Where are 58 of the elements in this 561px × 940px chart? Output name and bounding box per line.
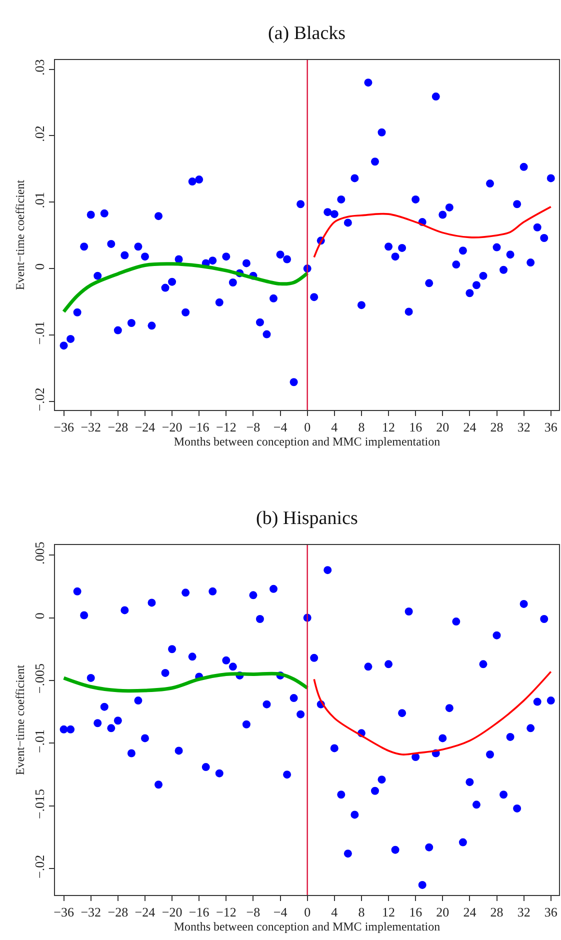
x-tick-label: −24 [134, 904, 156, 920]
x-tick-label: −20 [162, 420, 182, 435]
x-tick-label: 32 [517, 420, 530, 435]
chart-title: (a) Blacks [268, 23, 346, 44]
x-tick-label: 36 [544, 904, 558, 920]
x-tick-label: 24 [463, 420, 477, 435]
y-tick-label: −.02 [32, 388, 47, 412]
y-tick-label: .02 [32, 126, 47, 142]
line-series [62, 672, 310, 693]
x-tick-label: −8 [246, 904, 260, 920]
y-tick-label: −.02 [32, 854, 47, 879]
x-tick-label: −36 [54, 420, 74, 435]
x-tick-label: −16 [188, 904, 210, 920]
x-tick-label: −28 [108, 904, 128, 920]
x-tick-label: 36 [544, 420, 558, 435]
x-axis-title: Months between conception and MMC implementation [174, 920, 440, 934]
x-tick-label: 24 [463, 904, 477, 920]
x-tick-label: −12 [216, 420, 236, 435]
y-tick-label: .005 [32, 542, 47, 564]
x-tick-label: −20 [162, 904, 182, 920]
x-tick-label: −16 [188, 420, 210, 435]
y-tick-label: 0 [32, 612, 47, 620]
x-tick-label: 8 [358, 904, 365, 920]
x-tick-label: −32 [80, 420, 102, 435]
y-tick-label: −.01 [32, 729, 47, 754]
line-series [313, 206, 552, 258]
x-tick-label: −28 [108, 420, 128, 435]
x-tick-label: 8 [358, 420, 365, 435]
y-tick-label: −.01 [32, 321, 47, 345]
x-tick-label: 20 [436, 420, 450, 435]
x-tick-label: −4 [273, 420, 288, 435]
x-tick-label: 4 [331, 420, 338, 435]
x-tick-label: −4 [273, 904, 288, 920]
y-tick-label: .03 [32, 59, 47, 76]
y-tick-label: .01 [32, 192, 47, 208]
y-axis-title: Event−time coefficient [13, 664, 28, 776]
x-tick-label: 4 [331, 904, 338, 920]
x-tick-label: 12 [382, 420, 396, 435]
x-tick-label: −32 [80, 904, 102, 920]
x-tick-label: −8 [246, 420, 260, 435]
x-tick-label: 32 [517, 904, 530, 920]
chart-title: (b) Hispanics [256, 508, 358, 529]
x-tick-label: 28 [490, 904, 504, 920]
x-tick-label: 16 [409, 420, 423, 435]
y-tick-label: 0 [32, 263, 47, 270]
y-tick-label: −.005 [32, 663, 47, 694]
x-tick-label: 12 [382, 904, 396, 920]
x-tick-label: 28 [490, 420, 504, 435]
x-tick-label: −36 [54, 904, 74, 920]
x-tick-label: 16 [409, 904, 423, 920]
x-tick-label: −24 [134, 420, 156, 435]
x-tick-label: 0 [304, 904, 311, 920]
y-axis-title: Event−time coefficient [13, 179, 28, 290]
x-axis-title: Months between conception and MMC implementation [174, 434, 440, 449]
x-tick-label: 20 [436, 904, 450, 920]
y-tick-label: −.015 [32, 788, 47, 820]
x-tick-label: −12 [216, 904, 236, 920]
x-tick-label: 0 [304, 420, 311, 435]
